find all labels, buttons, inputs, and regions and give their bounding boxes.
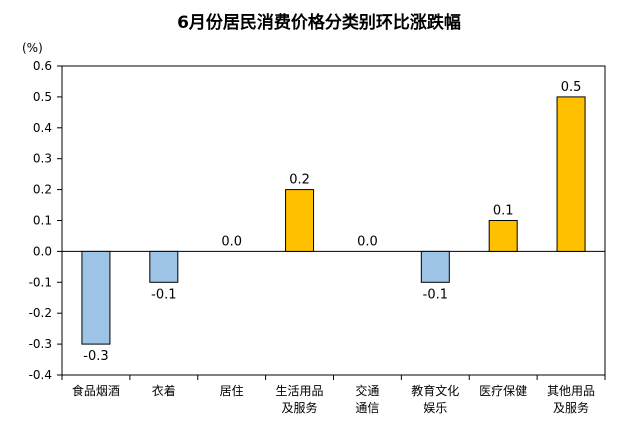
x-category-label: 其他用品: [547, 384, 595, 398]
bar: [81, 250, 111, 345]
x-category-label: 医疗保健: [479, 384, 527, 398]
x-category-label: 衣着: [152, 383, 176, 398]
data-label: -0.3: [83, 349, 108, 364]
y-tick-label: 0.0: [33, 244, 52, 258]
x-category-label: 居住: [220, 384, 244, 398]
y-tick-label: -0.2: [29, 306, 52, 320]
data-label: 0.1: [493, 204, 514, 219]
bar: [488, 220, 518, 252]
y-tick-label: -0.3: [29, 337, 52, 351]
y-tick-label: 0.4: [33, 121, 52, 135]
y-tick-label: -0.4: [29, 368, 52, 382]
x-category-label: 娱乐: [423, 401, 447, 415]
data-label: -0.1: [423, 287, 448, 302]
x-category-label: 通信: [355, 401, 379, 415]
x-category-label: 及服务: [553, 400, 589, 415]
y-tick-label: 0.2: [33, 183, 52, 197]
data-label: 0.0: [221, 234, 242, 249]
x-category-label: 生活用品: [276, 384, 324, 398]
y-tick-label: -0.1: [29, 275, 52, 289]
data-label: -0.1: [151, 287, 176, 302]
x-category-label: 食品烟酒: [72, 383, 120, 398]
y-tick-label: 0.6: [33, 59, 52, 73]
x-category-label: 及服务: [282, 400, 318, 415]
bar: [285, 189, 315, 252]
chart-title: 6月份居民消费价格分类别环比涨跌幅: [177, 13, 461, 33]
bar: [149, 250, 179, 283]
x-category-label: 交通: [355, 383, 379, 398]
bar: [556, 96, 586, 252]
data-label: 0.0: [357, 234, 378, 249]
y-tick-label: 0.3: [33, 152, 52, 166]
y-tick-label: 0.5: [33, 90, 52, 104]
data-label: 0.2: [289, 173, 310, 188]
bar: [420, 250, 450, 283]
data-label: 0.5: [561, 80, 582, 95]
y-tick-label: 0.1: [33, 214, 52, 228]
x-category-label: 教育文化: [411, 383, 459, 398]
y-axis-unit-label: (%): [22, 41, 43, 55]
plot-area-frame: [61, 65, 606, 376]
